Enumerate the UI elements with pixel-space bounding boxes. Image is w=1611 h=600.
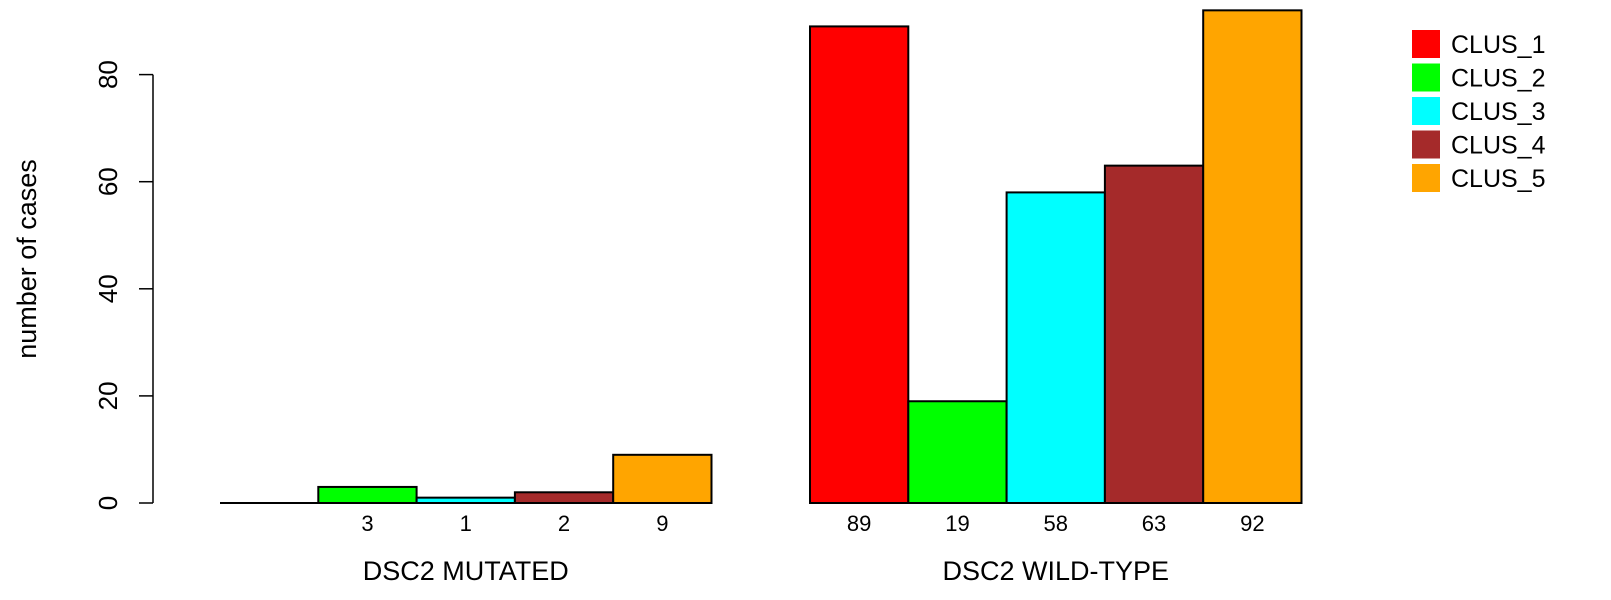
legend-label: CLUS_5: [1451, 165, 1546, 193]
bar-value-label: 9: [656, 511, 668, 536]
bar-value-label: 89: [847, 511, 871, 536]
y-axis: 0 20 40 60 80: [93, 60, 154, 510]
bar-clus-2: [317, 485, 418, 504]
legend-label: CLUS_1: [1451, 31, 1546, 59]
group-label: DSC2 MUTATED: [363, 556, 569, 586]
group-labels: DSC2 MUTATED DSC2 WILD-TYPE: [363, 556, 1169, 586]
bar-clus-3: [415, 496, 516, 504]
bar-clus-4: [1103, 164, 1205, 504]
legend-label: CLUS_2: [1451, 65, 1546, 93]
bar-clus-2: [907, 400, 1008, 505]
bar-value-label: 1: [460, 511, 472, 536]
legend-swatch: [1412, 130, 1440, 159]
bar-clus-4: [513, 491, 615, 505]
y-tick-label: 20: [93, 381, 123, 410]
y-tick-label: 40: [93, 274, 123, 303]
group-label: DSC2 WILD-TYPE: [942, 556, 1169, 586]
bar-clus-3: [1005, 191, 1106, 504]
bar-clus-5: [1202, 9, 1303, 505]
bar-value-label: 19: [945, 511, 969, 536]
y-tick-label: 0: [93, 496, 123, 510]
y-tick-label: 60: [93, 167, 123, 196]
bar-value-label: 63: [1142, 511, 1166, 536]
legend-swatch: [1412, 164, 1440, 192]
legend-label: CLUS_4: [1451, 132, 1546, 160]
y-axis-label: number of cases: [12, 159, 42, 359]
bar-clus-1: [809, 25, 910, 505]
bar-value-label: 92: [1240, 511, 1264, 536]
legend-label: CLUS_3: [1451, 98, 1546, 126]
bar-value-label: 3: [361, 511, 373, 536]
legend: CLUS_1 CLUS_2 CLUS_3 CLUS_4 CLUS_5: [1412, 30, 1546, 193]
legend-swatch: [1412, 63, 1440, 92]
bar-value-label: 2: [558, 511, 570, 536]
bar-value-label: 58: [1044, 511, 1068, 536]
bars: [220, 9, 1303, 505]
bar-clus-5: [612, 453, 713, 504]
legend-swatch: [1412, 97, 1440, 125]
legend-swatch: [1412, 30, 1440, 58]
bar-value-labels: 3 1 2 9 89 19 58 63 92: [361, 511, 1264, 536]
y-tick-label: 80: [93, 60, 123, 89]
